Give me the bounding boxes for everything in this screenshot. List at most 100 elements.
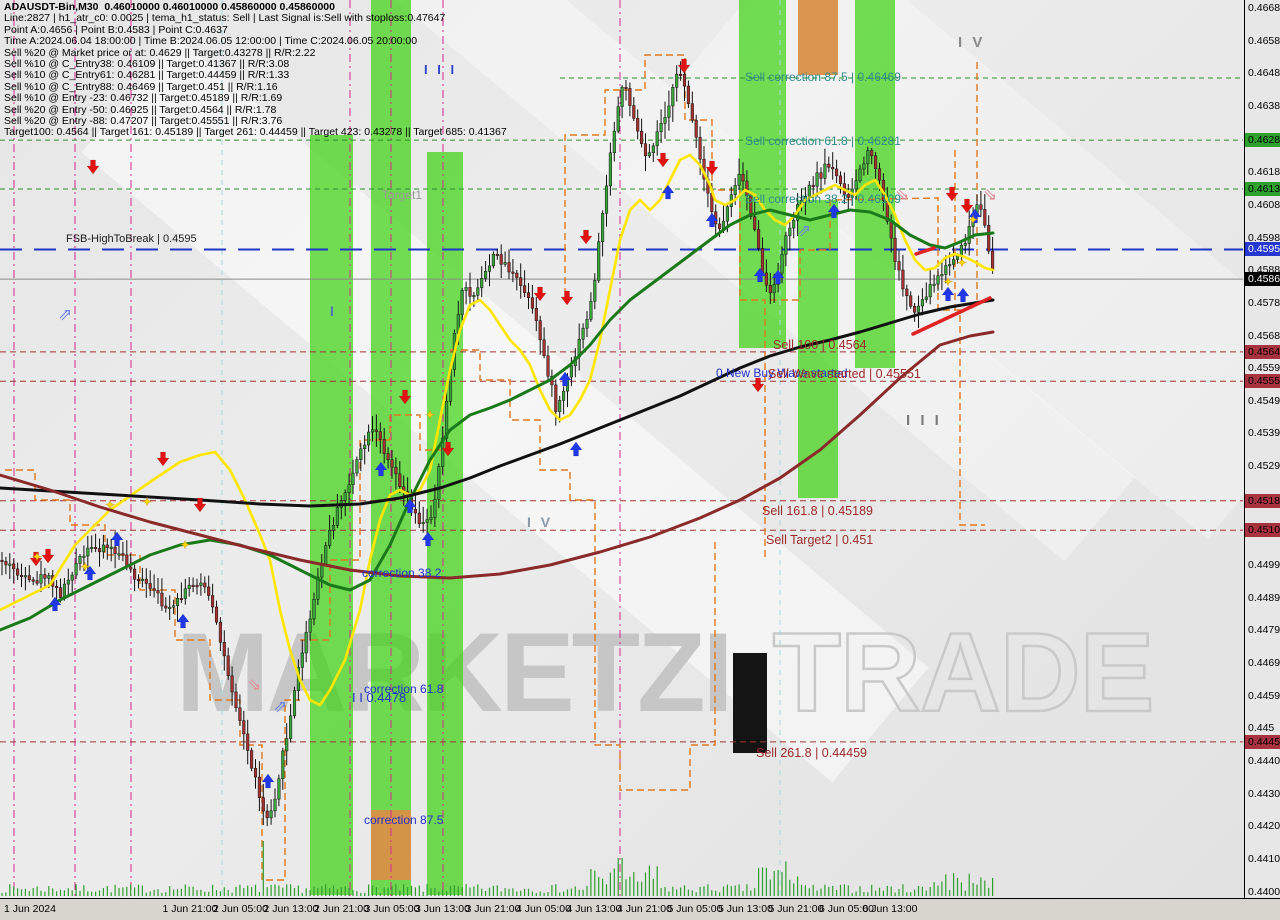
candle-bear xyxy=(113,546,117,554)
sell-arrow-icon xyxy=(579,229,593,245)
price-tick-label: 0.45294 xyxy=(1248,460,1280,473)
candle-bear xyxy=(495,253,499,256)
candle-bull xyxy=(667,105,671,118)
candle-bull xyxy=(940,274,944,277)
sell-arrow-icon xyxy=(29,551,43,567)
candle-bull xyxy=(815,172,819,187)
stop-line-zigzag xyxy=(450,349,716,791)
buy-arrow-icon xyxy=(661,184,675,200)
candle-bear xyxy=(378,431,382,440)
candle-bear xyxy=(43,574,47,579)
candle-bear xyxy=(398,473,402,487)
sell-arrow-icon xyxy=(156,451,170,467)
candle-bear xyxy=(160,592,164,607)
candle-bear xyxy=(909,295,913,307)
buy-arrow-icon xyxy=(110,531,124,547)
candle-bear xyxy=(136,579,141,582)
chart-annotation: Sell 261.8 | 0.44459 xyxy=(756,746,867,760)
chart-annotation: Sell 100 | 0.4564 xyxy=(773,338,867,352)
price-tick-label: 0.45788 xyxy=(1248,296,1280,309)
candle-bull xyxy=(936,275,940,285)
candle-bear xyxy=(246,733,250,751)
candle-bull xyxy=(281,750,285,779)
ma-green xyxy=(0,208,995,632)
candle-bear xyxy=(242,720,246,735)
candle-bear xyxy=(987,225,991,252)
buy-arrow-icon xyxy=(569,441,583,457)
candle-bear xyxy=(897,261,901,271)
info-line: Time A:2024.06.04 18:00:00 | Time B:2024… xyxy=(4,35,418,48)
candle-bull xyxy=(269,810,273,819)
info-line: Target100: 0.4564 || Target 161: 0.45189… xyxy=(4,126,507,139)
price-tick-label: 0.45986 xyxy=(1248,231,1280,244)
candle-bear xyxy=(214,606,219,623)
candle-bear xyxy=(905,288,909,297)
candle-bear xyxy=(741,173,745,182)
candle-bear xyxy=(913,306,917,313)
candle-bear xyxy=(698,137,702,160)
candle-bull xyxy=(562,390,566,401)
signal-band-green xyxy=(427,152,463,895)
star-marker-icon: ✦ xyxy=(180,538,190,552)
candle-bear xyxy=(148,583,152,589)
candle-bull xyxy=(74,563,78,576)
price-axis[interactable]: 0.46681 0.46582 0.46483 0.46384 0.46183 0.460… xyxy=(1245,0,1280,898)
candle-bull xyxy=(792,220,796,229)
candle-bear xyxy=(515,272,519,278)
chart-annotation: correction 87.5 xyxy=(364,813,444,827)
candle-bull xyxy=(168,606,172,609)
sell-arrow-icon xyxy=(86,159,100,175)
price-tick-label: 0.44599 xyxy=(1248,689,1280,702)
candle-bear xyxy=(413,508,417,514)
candle-bull xyxy=(109,546,113,549)
buy-arrow-icon xyxy=(48,596,62,612)
time-tick-label: 3 Jun 13:00 xyxy=(415,903,470,915)
candle-bull xyxy=(101,544,105,553)
sell-arrow-icon xyxy=(560,290,574,306)
candle-bull xyxy=(608,152,612,187)
candle-bear xyxy=(686,85,690,104)
candle-bear xyxy=(105,544,109,548)
candle-bull xyxy=(671,87,675,107)
candle-bear xyxy=(499,254,503,265)
chart-surface[interactable]: MARKETZITRADE ⇗⇗⇗⇘⇘⇘✦✦✦✦✦✦✦✦✦ ADAUSDT-Bi… xyxy=(0,0,1245,898)
candle-bull xyxy=(733,185,737,195)
candle-bear xyxy=(156,590,160,594)
candle-bear xyxy=(554,384,558,412)
candle-bear xyxy=(4,561,8,566)
price-tick-label: 0.46183 xyxy=(1248,166,1280,179)
time-tick-label: 2 Jun 13:00 xyxy=(263,903,319,915)
time-axis[interactable]: 1 Jun 2024 1 Jun 21:00 2 Jun 05:00 2 Jun 13… xyxy=(0,898,1280,920)
candle-bear xyxy=(694,119,698,138)
candle-bear xyxy=(546,355,550,377)
candle-bull xyxy=(597,241,601,281)
time-tick-label: 1 Jun 21:00 xyxy=(162,903,218,915)
candle-bear xyxy=(468,287,472,297)
candle-bull xyxy=(569,365,573,378)
chart-annotation: I I 0.4478 xyxy=(352,690,407,705)
candle-bear xyxy=(877,168,882,181)
candle-bear xyxy=(144,578,148,584)
candle-bull xyxy=(659,123,663,133)
candle-bull xyxy=(651,145,655,153)
elliott-wave-marker: I I I xyxy=(906,412,942,429)
candle-bull xyxy=(273,798,277,812)
candle-bull xyxy=(359,448,363,460)
candle-bear xyxy=(764,272,768,286)
candle-bull xyxy=(289,715,293,739)
candle-bear xyxy=(979,204,983,210)
candle-bear xyxy=(870,150,874,157)
star-marker-icon: ✦ xyxy=(32,550,42,564)
candle-bear xyxy=(133,568,137,580)
candle-bull xyxy=(487,265,492,272)
candle-bull xyxy=(425,519,429,523)
candle-bull xyxy=(944,265,948,275)
candle-bear xyxy=(16,568,20,576)
candle-bear xyxy=(382,439,386,454)
candle-bear xyxy=(632,105,636,119)
chart-annotation: Sell Wave started | 0.45551 xyxy=(768,367,921,381)
hollow-down-arrow-icon: ⇘ xyxy=(247,675,261,694)
price-tick-label: 0.445 xyxy=(1248,722,1275,735)
